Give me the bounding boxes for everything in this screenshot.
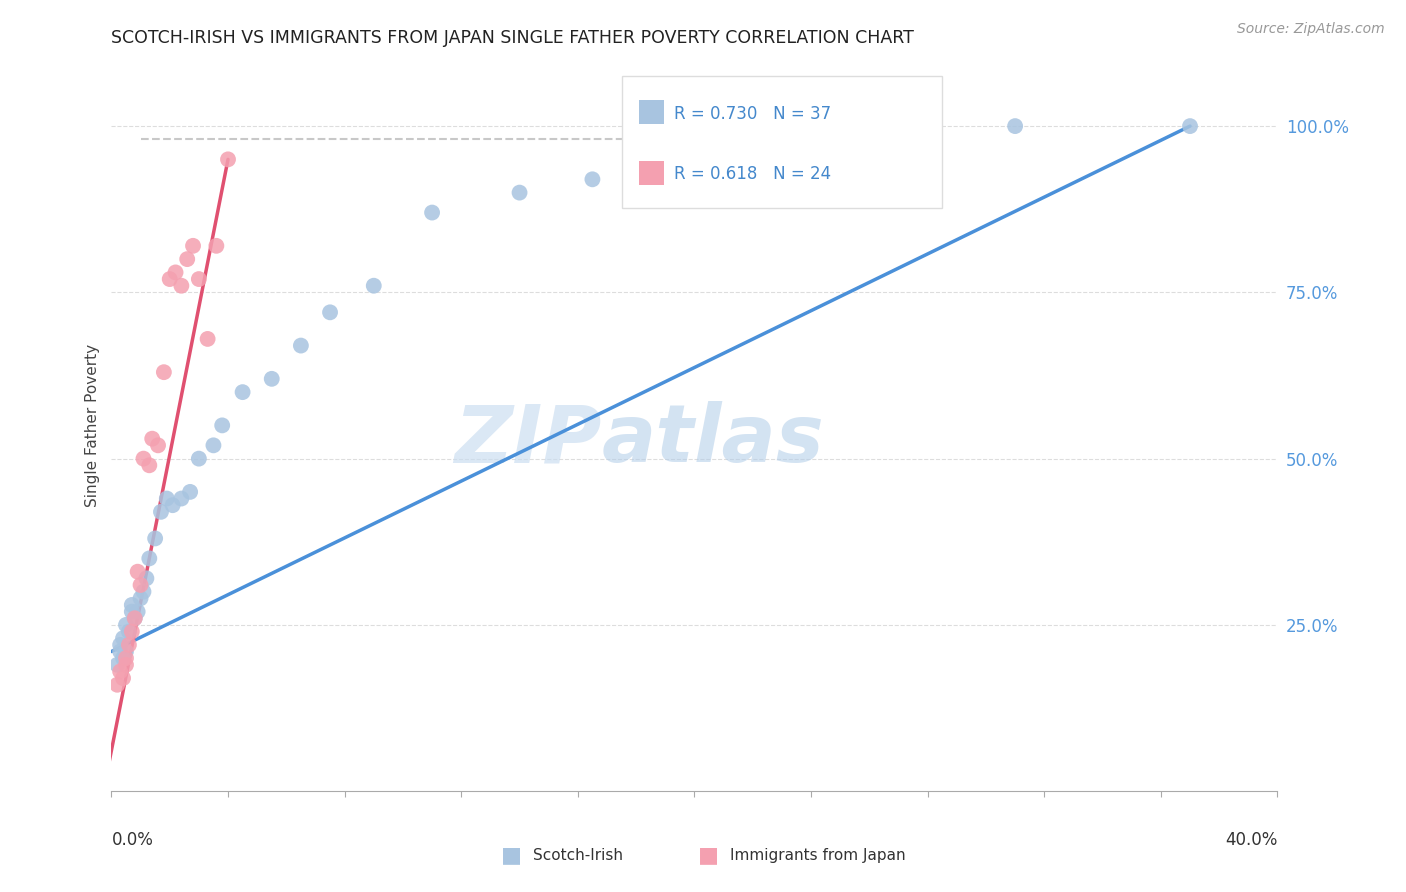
Point [156, 491, 179, 506]
Point [132, 584, 155, 599]
Point [170, 491, 193, 506]
Point [135, 571, 157, 585]
Text: R = 0.730   N = 37: R = 0.730 N = 37 [673, 104, 831, 123]
Point [138, 551, 160, 566]
Point [232, 385, 254, 400]
Point [112, 671, 135, 685]
Point [319, 305, 342, 319]
Point [115, 618, 138, 632]
Point [363, 278, 385, 293]
Point [105, 657, 128, 672]
Text: R = 0.618   N = 24: R = 0.618 N = 24 [673, 165, 831, 183]
Text: Source: ZipAtlas.com: Source: ZipAtlas.com [1237, 22, 1385, 37]
Text: ■: ■ [501, 846, 522, 865]
Point [205, 239, 228, 253]
Point [141, 432, 163, 446]
Point [153, 365, 176, 379]
Text: ■: ■ [697, 846, 718, 865]
Point [124, 611, 146, 625]
Point [420, 205, 443, 219]
Point [211, 418, 233, 433]
Point [105, 678, 128, 692]
Point [129, 591, 152, 606]
Point [187, 272, 209, 286]
Point [202, 438, 225, 452]
Point [108, 665, 131, 679]
Point [146, 438, 169, 452]
Point [159, 272, 181, 286]
Text: ZIP: ZIP [454, 401, 602, 479]
Point [170, 278, 193, 293]
Point [127, 565, 149, 579]
Point [112, 651, 135, 665]
Point [132, 451, 155, 466]
Point [1178, 119, 1201, 133]
Point [121, 605, 143, 619]
Point [108, 644, 131, 658]
Point [217, 153, 239, 167]
Point [176, 252, 198, 266]
Point [683, 153, 706, 167]
Point [112, 631, 135, 645]
Text: SCOTCH-IRISH VS IMMIGRANTS FROM JAPAN SINGLE FATHER POVERTY CORRELATION CHART: SCOTCH-IRISH VS IMMIGRANTS FROM JAPAN SI… [111, 29, 914, 47]
Point [121, 624, 143, 639]
Point [118, 638, 141, 652]
Point [179, 484, 201, 499]
Point [149, 505, 172, 519]
Point [162, 498, 184, 512]
Point [124, 611, 146, 625]
Point [138, 458, 160, 473]
Point [165, 265, 187, 279]
Point [143, 532, 166, 546]
Point [115, 651, 138, 665]
Point [108, 638, 131, 652]
Text: atlas: atlas [602, 401, 824, 479]
Point [830, 139, 852, 153]
Point [121, 598, 143, 612]
Point [115, 644, 138, 658]
Point [581, 172, 603, 186]
Point [187, 451, 209, 466]
Text: 0.0%: 0.0% [111, 831, 153, 849]
Text: 40.0%: 40.0% [1225, 831, 1278, 849]
Point [1004, 119, 1026, 133]
Point [115, 657, 138, 672]
Point [181, 239, 204, 253]
Text: Scotch-Irish: Scotch-Irish [533, 848, 623, 863]
Point [260, 372, 283, 386]
Point [290, 338, 312, 352]
Point [127, 605, 149, 619]
Point [118, 624, 141, 639]
Y-axis label: Single Father Poverty: Single Father Poverty [86, 343, 100, 507]
Point [129, 578, 152, 592]
Point [197, 332, 219, 346]
Point [509, 186, 531, 200]
Text: Immigrants from Japan: Immigrants from Japan [730, 848, 905, 863]
